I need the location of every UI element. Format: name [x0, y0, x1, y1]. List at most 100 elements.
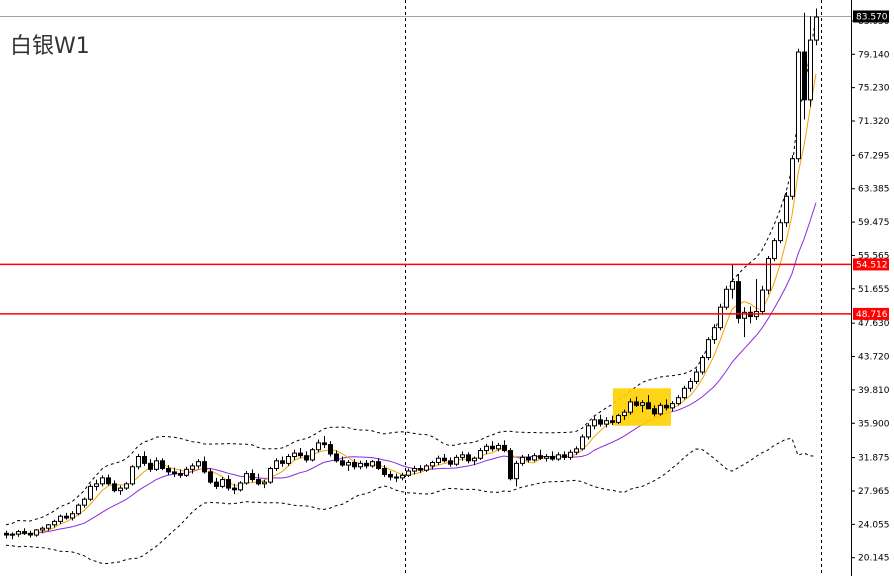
price-level-tag [853, 258, 889, 271]
candle-body [592, 419, 597, 427]
slow-moving-average [5, 202, 817, 536]
candle-body [556, 454, 561, 460]
candle-body [664, 404, 669, 409]
candle-body [604, 420, 609, 425]
candle-body [154, 460, 159, 470]
candle-body [568, 451, 573, 458]
candle-body [628, 401, 633, 413]
candle-body [430, 462, 435, 467]
candle-body [400, 474, 405, 479]
candle-body [304, 455, 309, 461]
candle-body [208, 471, 213, 483]
candle-body [322, 442, 327, 446]
candle-body [250, 473, 255, 481]
candle-body [502, 444, 507, 452]
candle-body [10, 533, 15, 536]
candle-body [562, 454, 567, 458]
candle-body [334, 453, 339, 462]
candle-body [70, 513, 75, 519]
candle-body [292, 452, 297, 458]
candle-body [328, 444, 333, 455]
candle-body [268, 467, 273, 483]
candle-body [574, 448, 579, 453]
candle-body [130, 466, 135, 485]
y-tick-label: 24.055 [858, 520, 890, 530]
y-tick-label: 75.230 [858, 84, 890, 94]
price-level-label: 54.512 [856, 260, 888, 270]
candle-body [148, 462, 153, 470]
candle-body [598, 419, 603, 425]
candle-body [364, 462, 369, 467]
candle-body [4, 532, 9, 536]
candle-body [46, 524, 51, 529]
candle-body [532, 455, 537, 461]
candle-body [40, 527, 45, 531]
candle-body [94, 483, 99, 487]
candle-body [262, 481, 267, 485]
candle-body [88, 485, 93, 500]
candle-body [346, 462, 351, 466]
candle-body [766, 258, 771, 291]
candle-body [352, 462, 357, 468]
candle-body [82, 498, 87, 506]
candle-body [340, 460, 345, 466]
candle-body [682, 387, 687, 399]
candle-body [28, 532, 33, 536]
candle-body [520, 456, 525, 464]
candle-body [76, 504, 81, 515]
candle-body [550, 456, 555, 460]
candle-body [526, 456, 531, 461]
candle-body [814, 16, 819, 41]
candle-body [610, 420, 615, 423]
candle-body [238, 482, 243, 491]
candle-body [34, 529, 39, 536]
candle-body [256, 479, 261, 485]
candle-body [442, 457, 447, 462]
y-tick-label: 20.145 [858, 554, 890, 564]
candle-body [202, 461, 207, 473]
candle-body [160, 460, 165, 469]
candle-body [418, 467, 423, 471]
candle-body [460, 454, 465, 458]
candle-body [646, 402, 651, 410]
candle-body [772, 240, 777, 260]
candle-body [688, 380, 693, 389]
candle-body [358, 462, 363, 468]
candle-body [106, 477, 111, 485]
y-tick-label: 35.900 [858, 419, 890, 429]
candle-body [658, 404, 663, 415]
candle-body [220, 479, 225, 487]
candle-body [226, 479, 231, 489]
candle-body [22, 531, 27, 534]
candle-body [466, 454, 471, 462]
current-price-label: 83.570 [856, 12, 888, 22]
candle-body [580, 436, 585, 450]
candle-body [388, 473, 393, 478]
price-level-tag [853, 307, 889, 320]
candle-body [790, 158, 795, 197]
candle-body [172, 471, 177, 475]
candle-body [622, 411, 627, 417]
candle-body [700, 357, 705, 373]
candle-body [706, 339, 711, 359]
candle-body [112, 483, 117, 492]
candle-body [538, 455, 543, 459]
candle-body [634, 401, 639, 406]
candle-body [196, 461, 201, 467]
candle-body [586, 425, 591, 438]
price-level-label: 48.716 [856, 310, 888, 320]
y-tick-label: 79.140 [858, 50, 890, 60]
candle-body [652, 408, 657, 415]
candle-body [712, 327, 717, 341]
candle-body [166, 467, 171, 473]
candle-body [676, 397, 681, 405]
candle-body [52, 520, 57, 526]
candle-body [718, 306, 723, 329]
y-tick-label: 71.320 [858, 117, 890, 127]
candle-body [136, 456, 141, 468]
candle-body [178, 473, 183, 476]
candle-body [412, 467, 417, 472]
y-tick-label: 59.475 [858, 218, 890, 228]
candle-body [778, 222, 783, 242]
